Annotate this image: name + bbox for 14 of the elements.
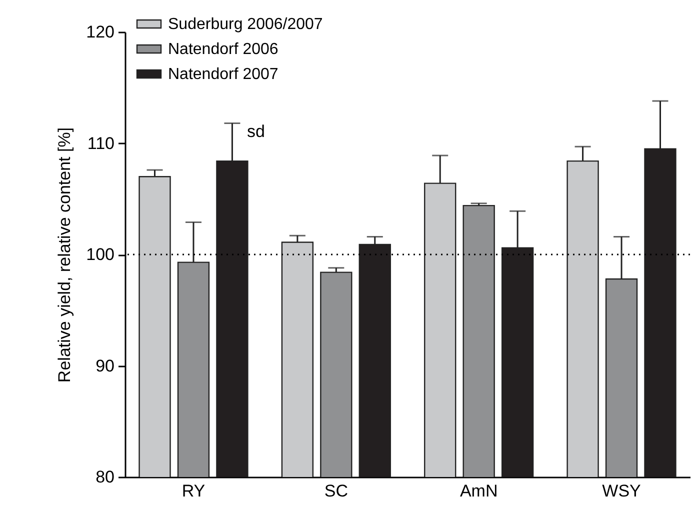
y-tick-label: 100 <box>86 245 114 264</box>
x-tick-label: SC <box>324 482 348 500</box>
x-tick-label: RY <box>182 482 206 500</box>
legend-label: Natendorf 2006 <box>168 41 278 58</box>
legend-label: Suderburg 2006/2007 <box>168 16 323 33</box>
y-tick-label: 90 <box>96 356 114 376</box>
y-tick-label: 110 <box>87 134 114 153</box>
x-tick-label: WSY <box>602 482 641 500</box>
legend-label: Natendorf 2007 <box>168 66 278 83</box>
y-tick-label: 120 <box>86 22 114 42</box>
y-tick-label: 80 <box>96 468 114 486</box>
annotation: sd <box>247 122 265 141</box>
y-axis-title: Relative yield, relative content [%] <box>55 127 74 383</box>
x-tick-label: AmN <box>460 482 498 500</box>
